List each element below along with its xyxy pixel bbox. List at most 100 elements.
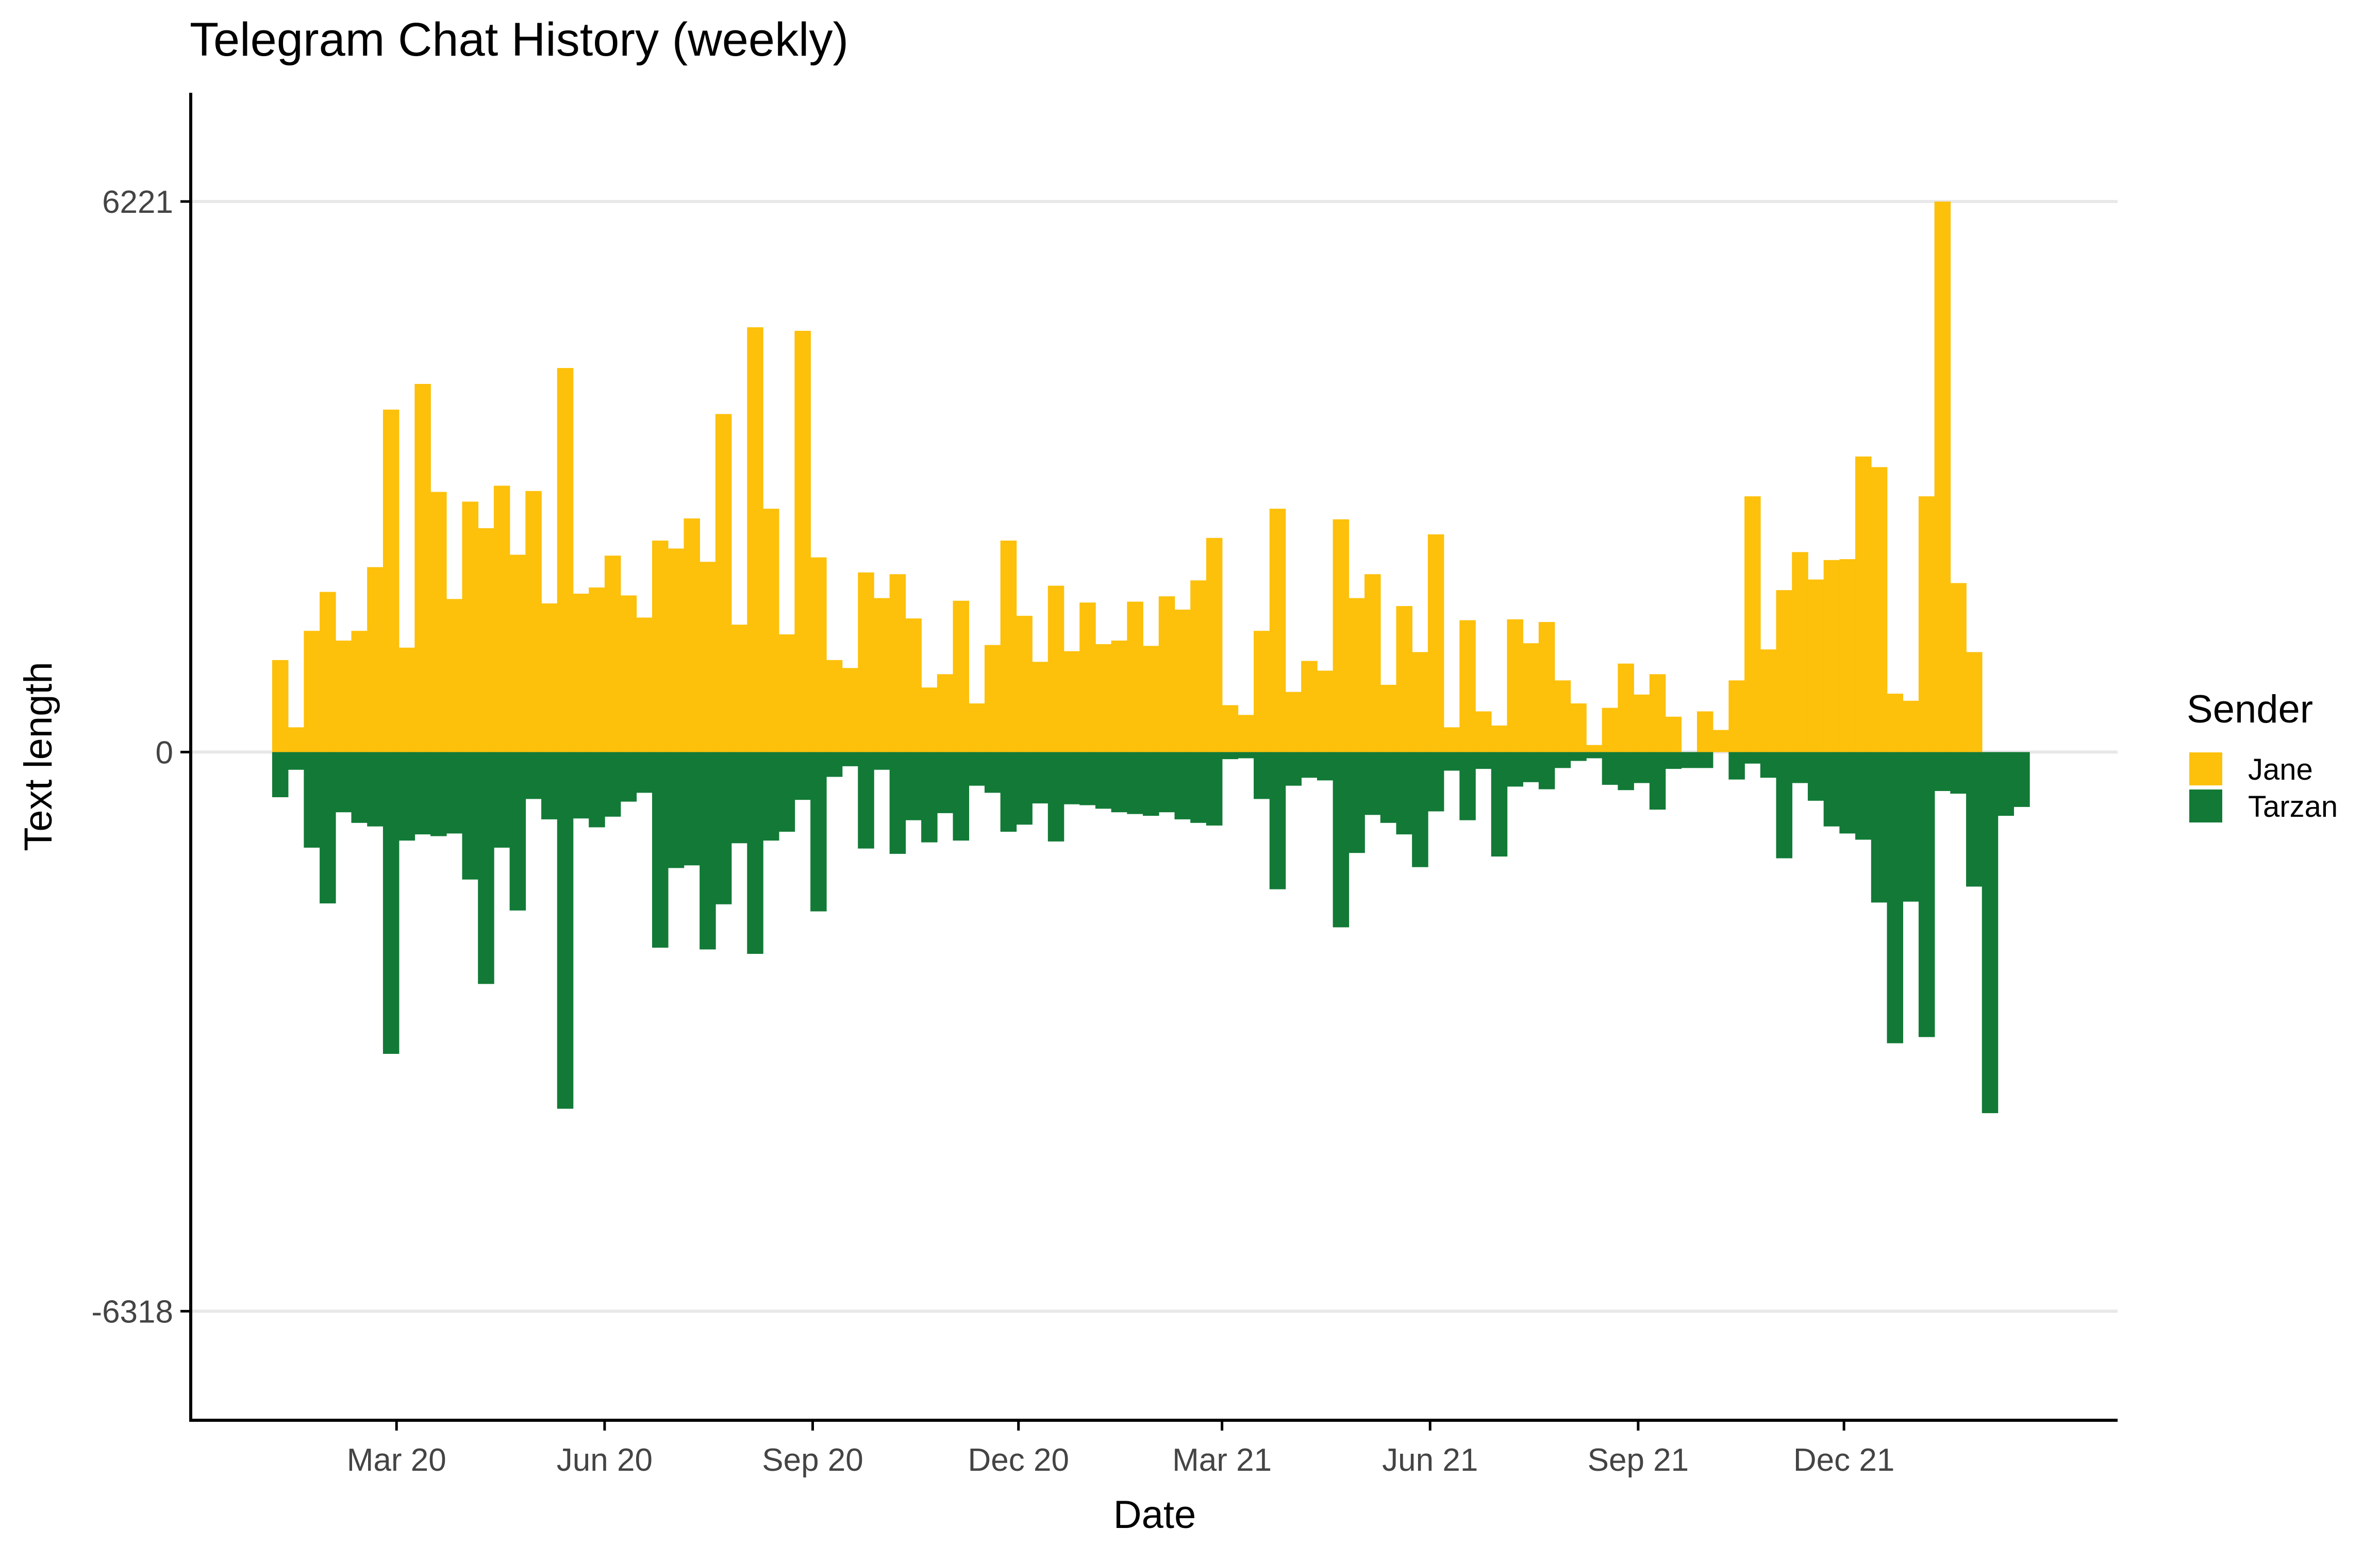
x-tick-label: Mar 20 [347,1442,446,1478]
tarzan-bar [351,752,368,823]
jane-bar [1538,621,1555,752]
jane-bar [858,572,874,752]
jane-bar [1871,467,1888,752]
tarzan-bar [1063,752,1080,804]
legend-label-tarzan: Tarzan [2248,790,2338,824]
tarzan-bar [382,752,400,1054]
jane-bar [430,492,447,752]
tarzan-bar [414,752,431,835]
tarzan-bar [1079,752,1096,805]
jane-bar [1095,644,1112,752]
tarzan-bar [873,752,890,770]
tarzan-bar [1317,752,1334,781]
tarzan-bar [1143,752,1159,816]
tarzan-bar [288,752,305,770]
jane-bar [1174,609,1191,752]
tarzan-bar [858,752,874,849]
x-tick-label: Mar 21 [1172,1442,1272,1478]
tarzan-bar [478,752,494,984]
jane-bar [1380,684,1397,752]
jane-bar [842,668,859,752]
jane-bar [367,567,384,752]
tarzan-bar [1586,752,1603,759]
tarzan-bar [1823,752,1840,827]
jane-bar [1459,620,1476,752]
jane-bar [557,368,574,752]
tarzan-bar [1665,752,1682,769]
jane-bar [1823,560,1840,752]
tarzan-bar [969,752,985,786]
jane-bar [747,327,763,752]
jane-bar [1792,552,1808,752]
tarzan-bar [573,752,589,819]
jane-bar [462,501,478,752]
tarzan-bar [541,752,558,819]
tarzan-bar [762,752,779,841]
tarzan-bar [984,752,1001,793]
jane-bar [1475,711,1492,752]
tarzan-bar [1728,752,1745,780]
jane-bar [589,587,605,752]
tarzan-bar [905,752,922,820]
tarzan-bar [1349,752,1365,853]
tarzan-bar [747,752,763,954]
tarzan-bar [684,752,700,866]
jane-bar [794,330,811,752]
tarzan-bar [1174,752,1191,819]
x-tick-label: Dec 21 [1793,1442,1894,1478]
jane-bar [668,548,685,752]
jane-bar [1523,643,1539,752]
jane-bar [525,491,542,752]
tarzan-bar [509,752,526,911]
tarzan-bar [620,752,637,802]
jane-bar [684,518,700,752]
jane-bar [541,603,558,752]
jane-bar [1143,646,1159,752]
legend: Sender Jane Tarzan [2187,687,2338,824]
legend-swatch-jane [2189,752,2222,785]
jane-bar [1127,601,1143,752]
jane-bar [493,485,510,752]
jane-bar [1744,496,1761,752]
tarzan-bar [1950,752,1967,794]
tarzan-bar [921,752,938,843]
jane-bar [1855,456,1872,752]
jane-bar [1903,700,1919,752]
jane-bar [778,634,795,752]
jane-bar [1412,652,1428,752]
jane-bar [1254,631,1270,752]
legend-label-jane: Jane [2248,753,2313,786]
tarzan-bar [2013,752,2030,807]
jane-bar [1507,619,1523,752]
tarzan-bar [1380,752,1397,823]
jane-bar [873,598,890,752]
tarzan-bar [398,752,415,841]
jane-bar [826,660,843,752]
tarzan-bar [1206,752,1223,826]
jane-bar [1728,680,1745,752]
tarzan-bar [604,752,621,817]
tarzan-bar [272,752,289,797]
tarzan-bar [1839,752,1856,834]
jane-bar [1333,519,1350,752]
jane-bar [620,595,637,752]
jane-bar [1618,663,1634,752]
jane-bar [1269,509,1286,752]
tarzan-bar [335,752,352,813]
jane-bar [937,674,954,752]
jane-bar [1887,694,1903,752]
tarzan-bar [1776,752,1793,859]
jane-bar [1222,705,1239,752]
tarzan-bar [1807,752,1824,801]
jane-bar [1934,201,1951,752]
x-tick-label: Sep 21 [1588,1442,1689,1478]
tarzan-bar [1634,752,1650,783]
tarzan-bar [889,752,906,854]
jane-bar [762,509,779,752]
jane-bar [1079,602,1096,752]
tarzan-bar [1111,752,1128,813]
tarzan-bar [1254,752,1270,799]
tarzan-bar [1681,752,1697,768]
tarzan-bar [1016,752,1033,825]
jane-bar [1665,716,1682,752]
